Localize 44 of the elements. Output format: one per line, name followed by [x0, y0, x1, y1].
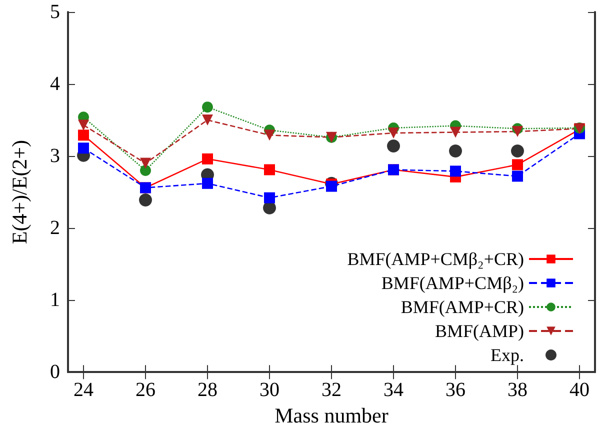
point	[450, 126, 461, 138]
point	[388, 127, 399, 138]
y-tick-label: 1	[50, 289, 60, 312]
x-tick-label: 34	[384, 379, 404, 402]
point	[512, 159, 523, 170]
point	[202, 153, 213, 164]
point	[264, 192, 275, 204]
point	[264, 130, 275, 141]
point	[512, 126, 523, 138]
y-tick-label: 2	[50, 217, 60, 240]
y-tick-label: 5	[50, 1, 60, 23]
legend-label: BMF(AMP)	[434, 321, 524, 341]
x-tick-label: 36	[446, 379, 466, 402]
x-axis-title: Mass number	[274, 404, 388, 428]
legend-label: Exp.	[490, 345, 524, 365]
y-tick-label: 0	[50, 361, 60, 384]
y-tick-label: 3	[50, 145, 60, 168]
point	[140, 158, 151, 169]
point	[139, 193, 152, 206]
legend-label: BMF(AMP+CMβ₂)	[381, 273, 524, 293]
point	[78, 130, 89, 141]
x-tick-label: 40	[570, 379, 590, 402]
x-tick-label: 30	[260, 379, 280, 402]
point	[202, 114, 213, 126]
point	[449, 144, 462, 158]
point	[264, 164, 275, 176]
x-tick-label: 24	[74, 379, 94, 402]
legend-label: BMF(AMP+CMβ₂+CR)	[347, 249, 524, 269]
legend-label: BMF(AMP+CR)	[400, 297, 524, 317]
point	[202, 178, 213, 189]
point	[387, 139, 400, 152]
point	[202, 102, 213, 113]
x-tick-label: 26	[136, 379, 156, 402]
point	[512, 170, 523, 182]
y-tick-label: 4	[50, 73, 60, 96]
x-tick-label: 38	[508, 379, 528, 402]
x-tick-label: 28	[198, 379, 218, 402]
point	[140, 164, 151, 176]
point	[450, 166, 461, 177]
point	[78, 142, 89, 154]
x-tick-label: 32	[322, 379, 342, 402]
y-axis-title: E(4+)/E(2+)	[8, 140, 32, 244]
point	[78, 120, 89, 131]
point	[511, 144, 524, 158]
